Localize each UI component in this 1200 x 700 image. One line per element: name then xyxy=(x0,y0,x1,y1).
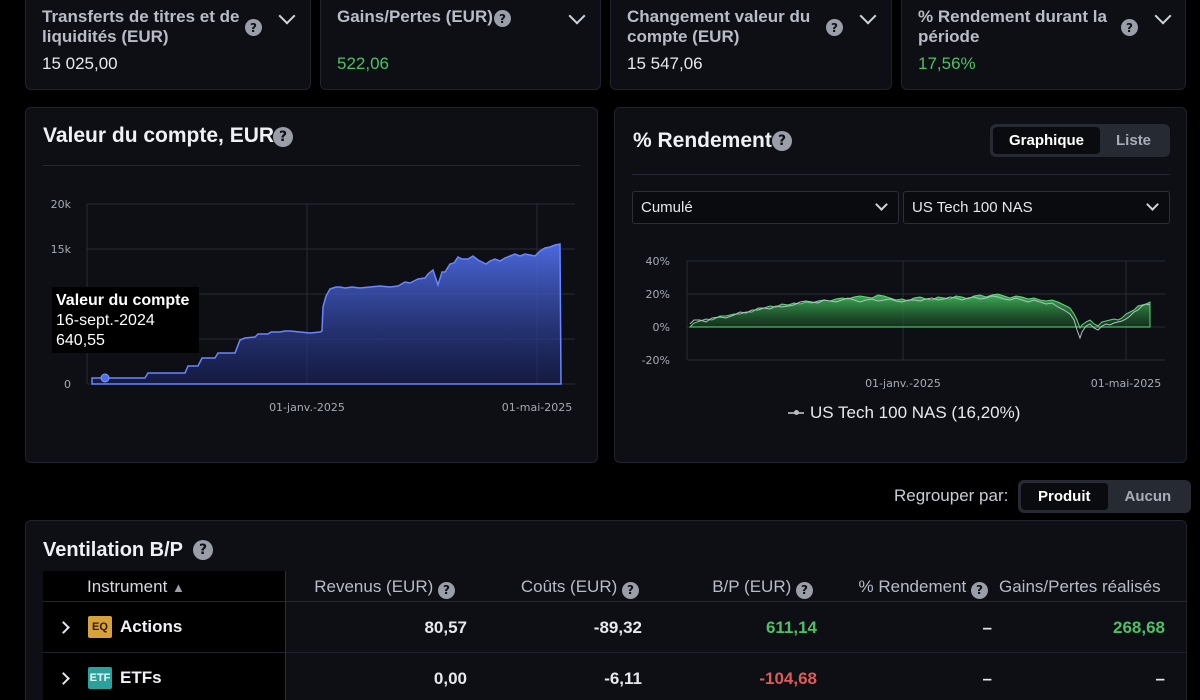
stat-value: 17,56% xyxy=(918,54,976,73)
help-icon[interactable]: ? xyxy=(273,127,293,147)
revenue-cell: 80,57 xyxy=(424,618,467,637)
equity-badge-icon: EQ xyxy=(88,616,112,638)
help-icon[interactable]: ? xyxy=(245,19,262,36)
stat-label: Transferts de titres et de liquidités (E… xyxy=(42,7,240,46)
costs-cell: -89,32 xyxy=(593,618,642,637)
y-tick: -20% xyxy=(642,354,670,367)
stat-value: 15 025,00 xyxy=(42,54,118,73)
divider xyxy=(43,165,580,166)
divider xyxy=(43,601,285,602)
legend-label: US Tech 100 NAS (16,20%) xyxy=(810,403,1021,422)
help-icon[interactable]: ? xyxy=(438,581,455,599)
tooltip-title: Valeur du compte xyxy=(56,292,190,309)
x-tick: 01-mai-2025 xyxy=(502,401,572,414)
stat-label: Changement valeur du compte (EUR) xyxy=(627,7,811,46)
account-value-title: Valeur du compte, EUR xyxy=(43,124,275,147)
legend-line-icon xyxy=(788,410,804,415)
stat-value: 15 547,06 xyxy=(627,54,703,73)
table-row[interactable]: 0,00 -6,11 -104,68 – – xyxy=(43,653,1187,700)
stat-label: Gains/Pertes (EUR) xyxy=(337,7,493,26)
chevron-down-icon xyxy=(1146,198,1159,211)
chevron-down-icon[interactable] xyxy=(859,7,877,25)
column-header-revenue[interactable]: Revenus (EUR) ? xyxy=(295,577,455,599)
returns-chart: 40% 20% 0% -20% 01-janv.-2025 01-mai-202… xyxy=(642,255,1165,390)
help-icon[interactable]: ? xyxy=(193,540,213,560)
returns-title: % Rendement xyxy=(633,129,772,152)
chart-tooltip: Valeur du compte 16-sept.-2024 640,55 xyxy=(52,287,199,353)
x-tick: 01-janv.-2025 xyxy=(865,377,941,390)
instrument-column: Instrument ▲ EQ Actions ETF ETFs xyxy=(43,571,286,700)
table-header: Revenus (EUR) ? Coûts (EUR) ? B/P (EUR) … xyxy=(43,571,1187,602)
column-header-costs[interactable]: Coûts (EUR) ? xyxy=(479,577,639,599)
return-cell: – xyxy=(982,669,992,688)
column-header-pl[interactable]: B/P (EUR) ? xyxy=(653,577,813,599)
stat-card-return: % Rendement durant la période ? 17,56% xyxy=(901,0,1186,90)
revenue-cell: 0,00 xyxy=(433,669,467,688)
x-tick: 01-janv.-2025 xyxy=(269,401,345,414)
account-value-area xyxy=(91,243,562,385)
instrument-name: ETFs xyxy=(120,668,162,687)
view-toggle: Graphique Liste xyxy=(990,124,1171,157)
select-value: US Tech 100 NAS xyxy=(912,199,1033,216)
return-cell: – xyxy=(982,618,992,637)
expand-chevron-icon[interactable] xyxy=(57,672,70,685)
account-value-chart: 20k 15k 0 01-janv.-2025 01-mai-2025 xyxy=(51,198,575,414)
breakdown-title: Ventilation B/P xyxy=(43,539,184,561)
help-icon[interactable]: ? xyxy=(826,19,843,36)
y-tick: 15k xyxy=(51,243,72,256)
y-tick: 20k xyxy=(51,198,72,211)
chevron-down-icon[interactable] xyxy=(278,7,296,25)
help-icon[interactable]: ? xyxy=(1121,19,1138,36)
view-option-chart[interactable]: Graphique xyxy=(993,127,1101,154)
group-option-product[interactable]: Produit xyxy=(1021,483,1108,510)
group-by-toggle: Produit Aucun xyxy=(1018,480,1192,513)
chevron-down-icon[interactable] xyxy=(1154,7,1172,25)
y-tick: 40% xyxy=(646,255,670,268)
return-mode-select[interactable]: Cumulé xyxy=(632,191,899,224)
x-tick: 01-mai-2025 xyxy=(1091,377,1161,390)
y-tick: 20% xyxy=(646,288,670,301)
table-row[interactable]: 80,57 -89,32 611,14 – 268,68 xyxy=(43,602,1187,653)
help-icon[interactable]: ? xyxy=(796,581,813,599)
column-header-instrument[interactable]: Instrument ▲ xyxy=(87,577,185,596)
group-by-label: Regrouper par: xyxy=(894,486,1009,505)
realized-cell: – xyxy=(1155,669,1165,688)
divider xyxy=(632,174,1170,175)
help-icon[interactable]: ? xyxy=(622,581,639,599)
pl-cell: 611,14 xyxy=(765,618,817,637)
view-option-list[interactable]: Liste xyxy=(1116,132,1152,149)
chart-legend[interactable]: US Tech 100 NAS (16,20%) xyxy=(788,403,1020,423)
stat-value: 522,06 xyxy=(337,54,389,73)
help-icon[interactable]: ? xyxy=(494,10,511,27)
portfolio-return-area xyxy=(688,293,1151,330)
instrument-name: Actions xyxy=(120,617,183,636)
stat-card-gains: Gains/Pertes (EUR) ? 522,06 xyxy=(320,0,601,90)
select-value: Cumulé xyxy=(641,199,693,216)
help-icon[interactable]: ? xyxy=(772,131,792,151)
column-header-realized[interactable]: Gains/Pertes réalisés xyxy=(999,577,1161,596)
returns-panel xyxy=(614,107,1187,463)
tooltip-value: 640,55 xyxy=(56,332,105,349)
pl-cell: -104,68 xyxy=(759,669,817,688)
tooltip-date: 16-sept.-2024 xyxy=(56,312,155,329)
benchmark-select[interactable]: US Tech 100 NAS xyxy=(903,191,1170,224)
selected-point[interactable] xyxy=(100,373,110,383)
chevron-down-icon xyxy=(875,198,888,211)
chevron-down-icon[interactable] xyxy=(568,7,586,25)
stat-label: % Rendement durant la période xyxy=(918,7,1107,46)
divider xyxy=(43,652,285,653)
expand-chevron-icon[interactable] xyxy=(57,621,70,634)
costs-cell: -6,11 xyxy=(604,669,642,688)
y-tick: 0 xyxy=(64,378,71,391)
group-option-none[interactable]: Aucun xyxy=(1124,488,1172,505)
etf-badge-icon: ETF xyxy=(88,667,112,689)
sort-asc-icon: ▲ xyxy=(172,580,185,595)
benchmark-line xyxy=(689,295,1151,340)
realized-cell: 268,68 xyxy=(1113,618,1165,637)
column-header-return[interactable]: % Rendement ? xyxy=(838,577,988,599)
help-icon[interactable]: ? xyxy=(971,581,988,599)
stat-card-account-change: Changement valeur du compte (EUR) ? 15 5… xyxy=(610,0,892,90)
stat-card-transfers: Transferts de titres et de liquidités (E… xyxy=(25,0,311,90)
y-tick: 0% xyxy=(653,321,670,334)
